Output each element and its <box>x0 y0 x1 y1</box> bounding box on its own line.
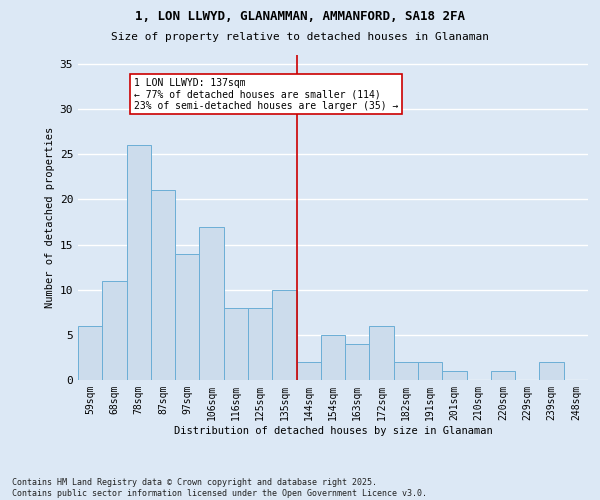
Text: 1, LON LLWYD, GLANAMMAN, AMMANFORD, SA18 2FA: 1, LON LLWYD, GLANAMMAN, AMMANFORD, SA18… <box>135 10 465 23</box>
Bar <box>370 326 394 380</box>
Bar <box>418 362 442 380</box>
Text: 1 LON LLWYD: 137sqm
← 77% of detached houses are smaller (114)
23% of semi-detac: 1 LON LLWYD: 137sqm ← 77% of detached ho… <box>134 78 398 111</box>
Bar <box>442 371 467 380</box>
Bar <box>345 344 370 380</box>
Bar <box>272 290 296 380</box>
Bar <box>491 371 515 380</box>
Y-axis label: Number of detached properties: Number of detached properties <box>46 127 55 308</box>
Bar <box>199 226 224 380</box>
X-axis label: Distribution of detached houses by size in Glanaman: Distribution of detached houses by size … <box>173 426 493 436</box>
Bar <box>224 308 248 380</box>
Bar <box>539 362 564 380</box>
Bar <box>321 335 345 380</box>
Bar <box>78 326 102 380</box>
Bar <box>127 146 151 380</box>
Bar <box>394 362 418 380</box>
Text: Contains HM Land Registry data © Crown copyright and database right 2025.
Contai: Contains HM Land Registry data © Crown c… <box>12 478 427 498</box>
Bar <box>151 190 175 380</box>
Bar <box>175 254 199 380</box>
Bar <box>296 362 321 380</box>
Bar <box>248 308 272 380</box>
Bar <box>102 280 127 380</box>
Text: Size of property relative to detached houses in Glanaman: Size of property relative to detached ho… <box>111 32 489 42</box>
